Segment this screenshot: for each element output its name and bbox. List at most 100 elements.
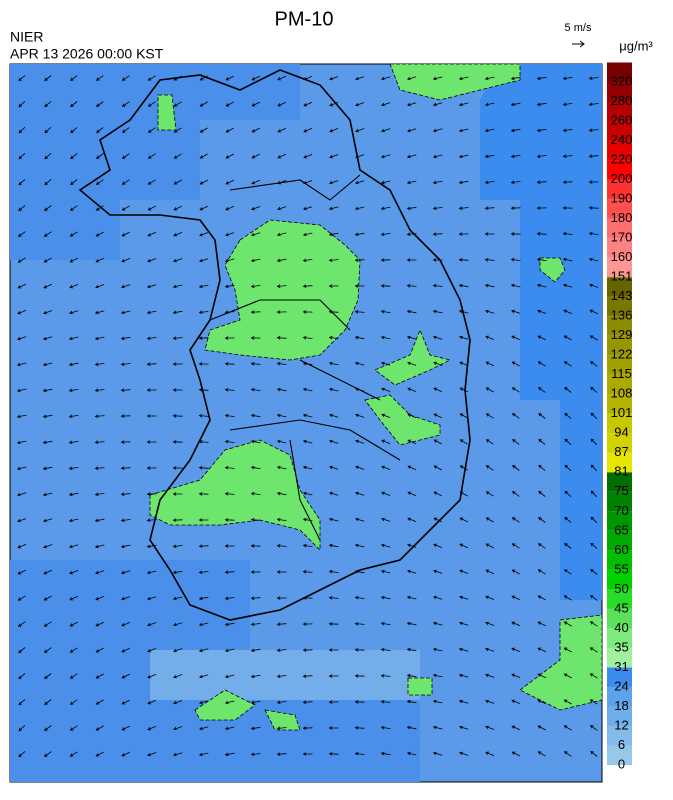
wind-arrow [563,751,572,757]
wind-arrow [96,127,104,134]
wind-arrow [563,309,573,315]
wind-arrow [588,257,599,262]
wind-arrow [173,726,183,731]
wind-arrow [147,699,157,705]
wind-arrow [44,673,52,680]
wind-arrow [433,413,442,419]
colorbar-box [607,101,632,122]
wind-arrow [590,464,598,472]
wind-arrow [302,439,313,444]
wind-arrow [173,231,183,237]
wind-arrow [563,569,572,575]
colorbar-label: 87 [614,444,628,459]
wind-arrow [69,231,78,237]
wind-arrow [380,595,391,600]
wind-arrow [43,621,52,627]
wind-arrow [198,362,209,366]
wind-arrow [407,361,417,366]
wind-arrow [225,75,234,81]
wind-arrow [302,310,313,314]
colorbar-box [607,628,632,648]
wind-arrow [536,76,547,81]
wind-arrow [459,725,469,730]
wind-arrow [380,232,391,237]
colorbar-label: 160 [611,249,633,264]
wind-arrow [459,517,468,523]
wind-arrow [94,544,105,549]
wind-arrow [250,518,261,522]
wind-arrow [276,465,287,470]
wind-arrow [68,362,79,367]
wind-arrow [381,413,391,418]
wind-arrow [355,154,365,159]
wind-arrow [590,412,598,420]
wind-arrow [16,414,27,419]
wind-arrow [562,206,573,210]
wind-arrow [44,205,52,212]
colorbar-box [607,667,632,687]
wind-arrow [381,387,391,392]
wind-arrow [224,752,235,757]
wind-arrow [485,335,495,340]
wind-arrow [407,387,417,392]
colorbar-box [607,335,632,356]
wind-arrow [511,595,521,601]
wind-arrow [94,518,105,523]
wind-arrow [224,674,235,679]
wind-arrow [44,699,52,706]
wind-arrow [328,361,339,366]
wind-arrow [510,309,521,314]
wind-arrow [433,595,443,600]
wind-arrow [354,491,365,496]
wind-arrow [459,491,468,497]
wind-arrow [17,310,27,315]
wind-arrow [276,232,287,237]
wind-arrow [563,335,572,341]
wind-arrow [69,595,79,601]
colorbar-label: 65 [614,522,628,537]
unit: μg/m³ [619,38,653,53]
wind-arrow [121,101,130,107]
colorbar-box [607,647,632,668]
wind-arrow [95,75,104,81]
wind-arrow [406,725,417,730]
wind-arrow [147,284,157,289]
wind-arrow [121,673,130,679]
wind-arrow [42,492,53,497]
wind-arrow [458,283,469,288]
wind-arrow [94,414,105,418]
wind-arrow [42,414,53,419]
colorbar-label: 12 [614,717,628,732]
wind-arrow [303,180,313,185]
wind-arrow [69,725,78,731]
wind-arrow [564,542,572,549]
wind-arrow [250,570,261,574]
wind-arrow [251,127,260,133]
wind-arrow [277,127,287,133]
wind-arrow [407,569,417,574]
wind-arrow [18,647,26,654]
colorbar-label: 45 [614,600,628,615]
wind-arrow [302,648,313,652]
wind-arrow [328,439,339,444]
wind-arrow [302,284,313,288]
colorbar-label: 55 [614,561,628,576]
wind-arrow [17,283,26,289]
colorbar-box [607,745,632,765]
wind-arrow [538,516,546,523]
wind-arrow [173,127,182,133]
wind-arrow [43,257,52,263]
wind-arrow [277,153,287,159]
wind-arrow [459,543,469,549]
colorbar-label: 180 [611,210,633,225]
wind-arrow [328,180,339,185]
wind-arrow [96,153,104,160]
wind-arrow [329,491,339,496]
wind-arrow [172,414,183,418]
wind-arrow [432,699,443,704]
wind-arrow [510,102,521,107]
wind-arrow [198,336,209,340]
wind-arrow [381,361,391,366]
wind-arrow [69,205,78,211]
wind-arrow [590,542,598,549]
